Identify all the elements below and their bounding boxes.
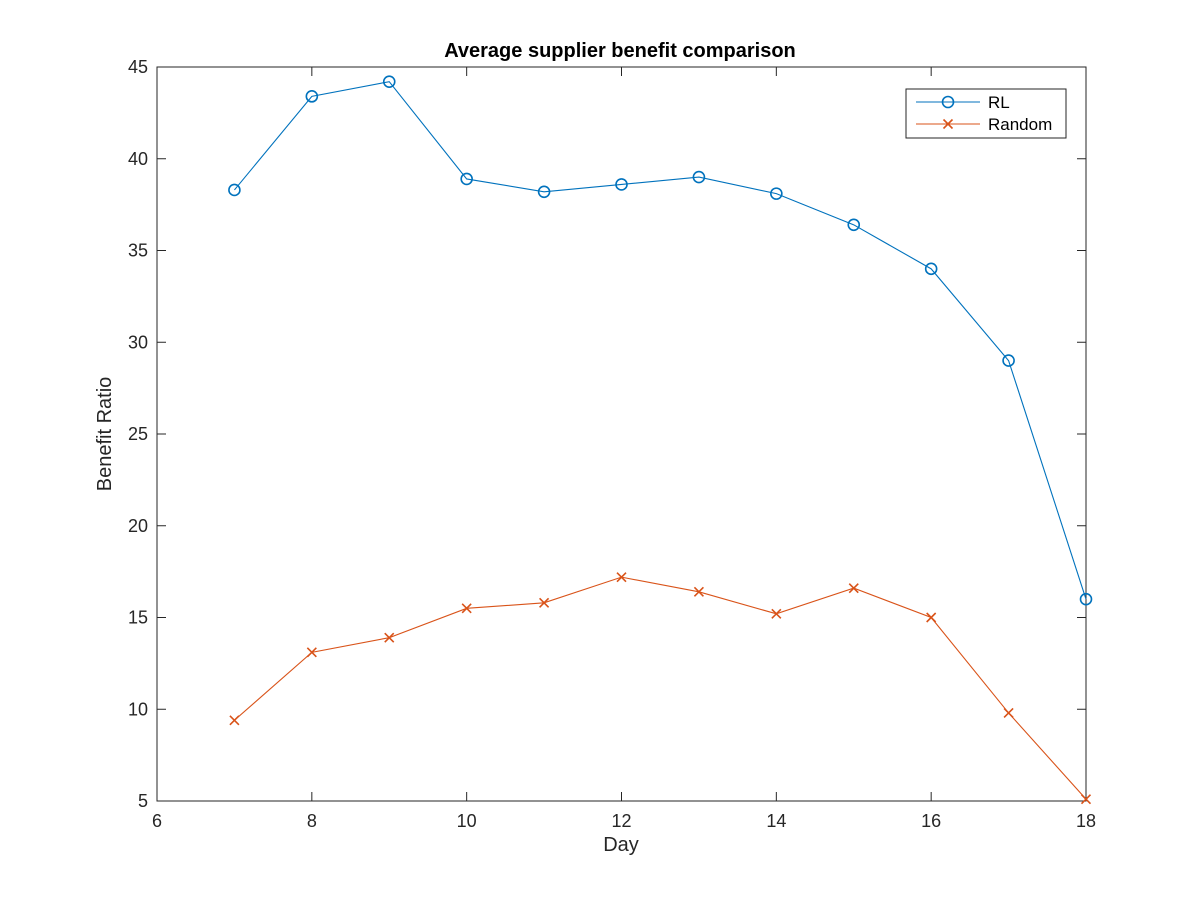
legend: RL Random: [905, 88, 1067, 139]
data-point-random: [1080, 794, 1092, 805]
x-tick-label: 6: [152, 811, 162, 831]
legend-label: RL: [988, 93, 1010, 112]
x-tick-label: 18: [1076, 811, 1096, 831]
series-layer: [228, 75, 1093, 805]
plot-frame: [156, 66, 1087, 802]
data-point-rl: [382, 75, 396, 88]
data-point-random: [1003, 707, 1014, 718]
chart-title: Average supplier benefit comparison: [444, 40, 796, 62]
legend-box: [905, 88, 1067, 139]
y-axis: 5 10 15 20 25 30 35 40 45: [128, 57, 1086, 811]
x-tick-label: 16: [921, 811, 941, 831]
y-tick-label: 45: [128, 57, 148, 77]
y-tick-label: 40: [128, 149, 148, 169]
x-axis: 6 8 10 12 14 16 18: [152, 67, 1096, 831]
y-tick-label: 15: [128, 608, 148, 628]
data-point-random: [926, 612, 937, 623]
data-point-rl: [305, 90, 319, 103]
y-tick-label: 10: [128, 699, 148, 719]
data-point-rl: [847, 218, 861, 232]
data-point-rl: [692, 170, 706, 184]
data-point-random: [693, 586, 704, 597]
y-tick-label: 25: [128, 424, 148, 444]
x-tick-label: 14: [766, 811, 786, 831]
y-tick-label: 30: [128, 332, 148, 352]
x-tick-label: 12: [611, 811, 631, 831]
data-point-rl: [924, 262, 938, 276]
data-point-rl: [460, 172, 473, 186]
data-point-random: [616, 572, 627, 583]
data-point-random: [461, 603, 472, 614]
data-point-random: [229, 715, 240, 726]
x-tick-label: 8: [307, 811, 317, 831]
data-point-random: [771, 608, 782, 619]
data-point-random: [384, 632, 395, 643]
data-point-rl: [1002, 354, 1015, 367]
data-point-rl: [1079, 592, 1093, 606]
y-axis-label: Benefit Ratio: [94, 377, 116, 492]
series-random-line: [234, 576, 1087, 800]
y-tick-label: 35: [128, 241, 148, 261]
data-point-rl: [615, 178, 628, 191]
y-tick-label: 20: [128, 516, 148, 536]
data-point-rl: [537, 185, 551, 199]
data-point-random: [306, 647, 317, 658]
series-random: [229, 572, 1092, 805]
series-rl: [228, 75, 1093, 606]
plot-area: 6 8 10 12 14 16 18 5 10 15 20 25 30 35 40 45: [128, 57, 1096, 831]
legend-label: Random: [988, 115, 1052, 134]
x-tick-label: 10: [457, 811, 477, 831]
legend-item-rl: RL: [916, 93, 1010, 112]
legend-marker-random: [942, 118, 954, 130]
data-point-rl: [228, 183, 241, 197]
x-axis-label: Day: [603, 834, 639, 856]
y-tick-label: 5: [138, 791, 148, 811]
legend-item-random: Random: [916, 115, 1052, 134]
data-point-rl: [770, 187, 783, 200]
data-point-random: [848, 583, 859, 594]
data-point-random: [539, 597, 550, 608]
legend-marker-rl: [941, 95, 955, 109]
series-rl-line: [233, 81, 1087, 600]
